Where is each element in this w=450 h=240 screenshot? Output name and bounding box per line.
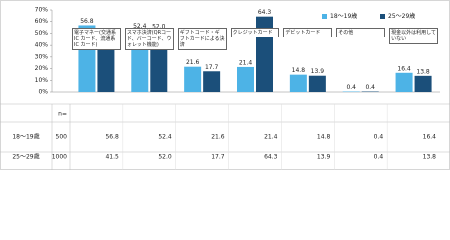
- table-header: n=: [58, 111, 67, 118]
- x-tick-label: 電子マネー(交通系IC カード、流通系IC カード): [72, 28, 121, 50]
- data-label: 14.8: [292, 67, 306, 74]
- y-tick-label: 50%: [35, 30, 49, 37]
- bar: [395, 72, 413, 92]
- chart: 0% 10% 20% 30% 40% 50% 60% 70% 56.8 41.5 電子マネー(交通系…: [0, 0, 450, 170]
- category-label-box: デビットカード: [283, 28, 333, 37]
- x-tick-label: 現金以外は利用していない: [389, 28, 438, 44]
- data-label: 64.3: [258, 9, 272, 16]
- data-label: 17.7: [205, 64, 219, 71]
- table-cell: 16.4: [423, 134, 437, 141]
- table-cell: 21.6: [211, 134, 225, 141]
- table-row-label: 18～19歳: [12, 133, 39, 141]
- data-label: 52.4: [133, 23, 147, 30]
- table-cell: 56.8: [105, 134, 119, 141]
- table-cell: 52.4: [158, 134, 172, 141]
- table-cell: 13.9: [317, 154, 331, 161]
- x-tick-label: スマホ決済(QRコード、バーコード、ウォレット機能): [124, 28, 174, 50]
- data-label: 0.4: [365, 84, 375, 91]
- y-tick-label: 30%: [35, 53, 49, 60]
- legend-swatch: [322, 14, 327, 19]
- category-label-box: ギフトコード・ギフトカードによる決済: [177, 28, 227, 50]
- bar: [237, 66, 254, 92]
- bar: [308, 75, 326, 92]
- category-label-box: その他: [336, 28, 386, 37]
- table-cell: 21.4: [264, 134, 278, 141]
- y-tick-label: 70%: [35, 7, 49, 14]
- x-tick-label: ギフトコード・ギフトカードによる決済: [177, 28, 227, 50]
- data-label: 52.0: [152, 24, 166, 31]
- x-tick-label: デビットカード: [283, 28, 333, 37]
- data-label: 16.4: [397, 65, 411, 72]
- y-tick-label: 20%: [35, 65, 49, 72]
- data-label: 21.6: [186, 59, 200, 66]
- table-cell: 13.8: [423, 154, 437, 161]
- plot-frame: [0, 0, 450, 170]
- bar: [203, 71, 221, 92]
- data-label: 0.4: [346, 84, 356, 91]
- table-cell: 41.5: [105, 154, 119, 161]
- table-cell: 17.7: [211, 154, 225, 161]
- x-tick-label: クレジットカード: [230, 28, 280, 37]
- category-label-box: クレジットカード: [230, 28, 280, 37]
- legend-swatch: [380, 14, 385, 19]
- table-cell: 14.8: [317, 134, 331, 141]
- data-label: 56.8: [80, 18, 94, 25]
- bar: [184, 66, 202, 92]
- category-label-box: スマホ決済(QRコード、バーコード、ウォレット機能): [124, 28, 174, 50]
- category-label-box: 現金以外は利用していない: [389, 28, 438, 44]
- y-tick-label: 60%: [35, 18, 49, 25]
- bar: [414, 75, 432, 92]
- bar: [97, 43, 115, 92]
- table-cell: 0.4: [374, 134, 384, 141]
- y-tick-label: 40%: [35, 42, 49, 49]
- category-label-box: 電子マネー(交通系IC カード、流通系IC カード): [72, 28, 121, 50]
- table-cell: 1000: [52, 154, 67, 161]
- x-tick-label: その他: [336, 28, 386, 37]
- table-cell: 0.4: [374, 154, 384, 161]
- table-row-label: 25～29歳: [12, 153, 39, 161]
- legend-label: 18～19歳: [330, 12, 357, 20]
- table-cell: 52.0: [158, 154, 172, 161]
- data-label: 13.8: [416, 68, 430, 75]
- table-cell: 500: [56, 134, 68, 141]
- data-label: 21.4: [239, 59, 253, 66]
- y-tick-label: 10%: [35, 77, 49, 84]
- y-tick-label: 0%: [38, 89, 48, 96]
- data-label: 13.9: [311, 68, 325, 75]
- table-cell: 64.3: [264, 154, 278, 161]
- bar: [289, 74, 307, 92]
- legend-label: 25～29歳: [388, 12, 415, 20]
